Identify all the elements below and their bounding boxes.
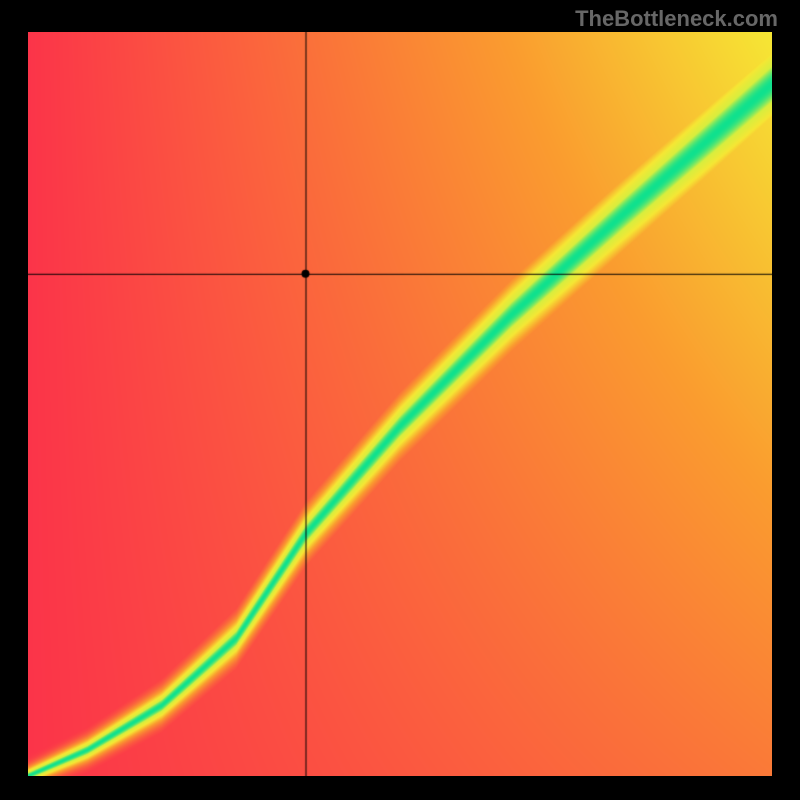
plot-area [28,32,772,776]
heatmap-canvas [28,32,772,776]
chart-frame: TheBottleneck.com [0,0,800,800]
watermark-text: TheBottleneck.com [575,6,778,32]
